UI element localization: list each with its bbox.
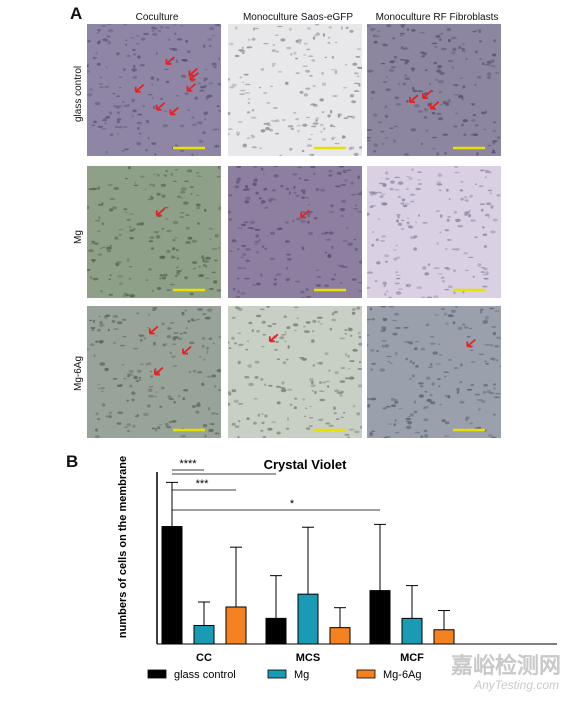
- micrograph-2-0: [87, 306, 221, 438]
- y-axis-label: numbers of cells on the membrane: [117, 456, 129, 638]
- bar-cc-mg-6ag: [225, 606, 247, 645]
- red-arrow-icon: [182, 345, 192, 355]
- red-arrow-icon: [186, 83, 197, 92]
- micrograph-0-2: [367, 24, 501, 156]
- red-arrow-icon: [165, 56, 176, 65]
- red-arrow-icon: [148, 325, 159, 335]
- watermark-cn: 嘉峪检测网: [450, 653, 561, 678]
- bar-cc-mg: [193, 624, 215, 645]
- column-title-monoculture-saos: Monoculture Saos-eGFP: [242, 12, 354, 23]
- watermark-en: AnyTesting.com: [474, 678, 559, 692]
- red-arrow-icon: [409, 94, 419, 104]
- row-label-mg: Mg: [73, 230, 84, 244]
- bar-cc-glass-control: [161, 526, 183, 645]
- category-label-mcf: MCF: [400, 652, 424, 664]
- panel-b-letter: B: [66, 452, 79, 471]
- bar-chart: Crystal Violet numbers of cells on the me…: [0, 452, 573, 703]
- legend-label-glass-control: glass control: [174, 669, 236, 681]
- chart-title: Crystal Violet: [264, 457, 348, 472]
- red-arrow-icon: [268, 333, 279, 343]
- legend-label-mg: Mg: [294, 669, 309, 681]
- micrograph-0-1: [228, 24, 362, 156]
- bar-mcs-glass-control: [265, 617, 287, 645]
- micrograph-2-2: [367, 306, 501, 438]
- legend-swatch-mg-6ag: [356, 669, 376, 679]
- significance-label: *: [290, 498, 295, 510]
- legend-swatch-mg: [267, 669, 287, 679]
- bar-mcf-mg: [401, 617, 423, 645]
- micrograph-2-1: [228, 306, 362, 438]
- significance-label: ***: [196, 478, 210, 490]
- red-arrow-icon: [169, 106, 179, 116]
- micrograph-1-0: [87, 166, 221, 298]
- bar-mcf-glass-control: [369, 590, 391, 645]
- micrograph-1-1: [228, 166, 362, 298]
- category-label-mcs: MCS: [296, 652, 320, 664]
- row-label-glass-control: glass control: [73, 65, 84, 122]
- red-arrow-icon: [300, 209, 310, 219]
- red-arrow-icon: [466, 338, 476, 348]
- column-title-monoculture-rf: Monoculture RF Fibroblasts: [375, 12, 499, 23]
- micrograph-1-2: [367, 166, 501, 298]
- red-arrow-icon: [422, 90, 432, 100]
- legend-swatch-glass-control: [147, 669, 167, 679]
- row-label-mg-6ag: Mg-6Ag: [73, 355, 84, 391]
- micrograph-0-0: [87, 24, 221, 156]
- significance-label: ****: [179, 458, 197, 470]
- red-arrow-icon: [155, 102, 166, 111]
- red-arrow-icon: [429, 101, 440, 110]
- column-title-coculture: Coculture: [135, 12, 179, 23]
- red-arrow-icon: [155, 207, 166, 217]
- red-arrow-icon: [154, 366, 164, 376]
- bar-mcf-mg-6ag: [433, 629, 455, 645]
- panel-a-letter: A: [70, 4, 83, 23]
- red-arrow-icon: [134, 83, 145, 93]
- bar-mcs-mg-6ag: [329, 627, 351, 645]
- category-label-cc: CC: [196, 652, 212, 664]
- red-arrow-icon: [189, 72, 199, 81]
- legend-label-mg-6ag: Mg-6Ag: [383, 669, 422, 681]
- bar-mcs-mg: [297, 593, 319, 645]
